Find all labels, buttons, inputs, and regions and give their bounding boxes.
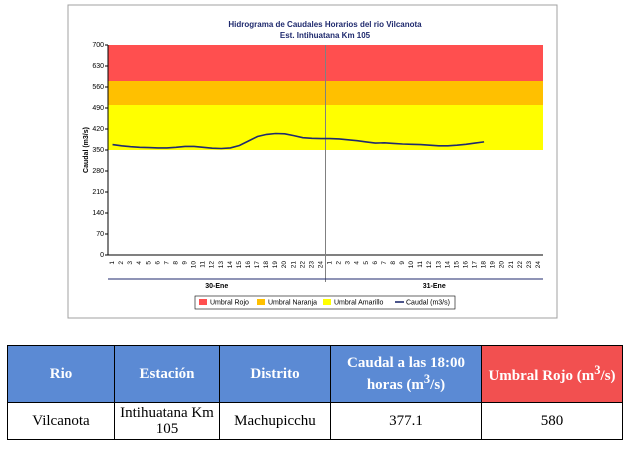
y-axis-label: Caudal (m3/s): [83, 127, 90, 173]
y-tick-label: 0: [100, 252, 104, 259]
legend-label: Caudal (m3/s): [406, 299, 450, 306]
x-tick-label: 17: [472, 261, 479, 269]
header-cell: Estación: [114, 345, 220, 403]
x-tick-label: 24: [317, 261, 324, 269]
x-tick-label: 7: [381, 261, 388, 265]
x-tick-label: 5: [363, 261, 370, 265]
chart-title: Hidrograma de Caudales Horarios del rio …: [228, 20, 422, 29]
header-text: /s): [600, 368, 616, 384]
header-sup: 3: [594, 363, 601, 377]
x-tick-label: 23: [526, 261, 533, 269]
header-cell: Caudal a las 18:00 horas (m3/s): [330, 345, 482, 403]
x-tick-label: 2: [118, 261, 125, 265]
x-tick-label: 16: [245, 261, 252, 269]
x-tick-label: 8: [390, 261, 397, 265]
x-tick-label: 13: [435, 261, 442, 269]
y-tick-label: 700: [92, 42, 104, 49]
chart: Hidrograma de Caudales Horarios del rio …: [67, 4, 558, 319]
group-label: 31-Ene: [423, 283, 446, 290]
x-tick-label: 9: [182, 261, 189, 265]
header-text: Umbral Rojo (m: [488, 368, 595, 384]
y-tick-label: 420: [92, 126, 104, 133]
x-tick-label: 3: [345, 261, 352, 265]
header-text: /s): [430, 376, 446, 393]
x-tick-label: 19: [272, 261, 279, 269]
x-tick-label: 11: [200, 261, 207, 268]
x-tick-label: 2: [336, 261, 343, 265]
group-label: 30-Ene: [205, 283, 228, 290]
x-tick-label: 3: [127, 261, 134, 265]
y-tick-label: 630: [92, 63, 104, 70]
x-tick-label: 13: [218, 261, 225, 269]
x-tick-label: 22: [299, 261, 306, 269]
x-tick-label: 19: [490, 261, 497, 269]
data-line: [112, 132, 485, 150]
x-tick-label: 16: [462, 261, 469, 269]
y-tick-label: 280: [92, 168, 104, 175]
x-tick-label: 18: [481, 261, 488, 269]
x-tick-label: 14: [444, 261, 451, 269]
y-tick-label: 490: [92, 105, 104, 112]
x-tick-label: 4: [354, 261, 361, 265]
x-tick-label: 7: [163, 261, 170, 265]
x-tick-label: 10: [408, 261, 415, 269]
legend-swatch: [199, 299, 207, 305]
x-tick-label: 4: [136, 261, 143, 265]
cell: Machupicchu: [219, 402, 331, 440]
header-sup: 3: [423, 371, 431, 386]
cell: Intihuatana Km 105: [114, 402, 220, 440]
x-tick-label: 6: [154, 261, 161, 265]
header-cell: Umbral Rojo (m3/s): [481, 345, 623, 403]
x-tick-label: 17: [254, 261, 261, 269]
data-table: Rio Estación Distrito Caudal a las 18:00…: [7, 345, 623, 440]
cell: 377.1: [330, 402, 482, 440]
header-cell: Rio: [7, 345, 115, 403]
y-tick-label: 70: [96, 231, 104, 238]
x-tick-label: 15: [453, 261, 460, 269]
legend-label: Umbral Amarillo: [334, 299, 384, 306]
header-text: Caudal a las 18:00 horas (m: [347, 354, 465, 393]
x-tick-label: 24: [535, 261, 542, 269]
x-tick-label: 21: [290, 261, 297, 269]
x-tick-label: 6: [372, 261, 379, 265]
x-tick-label: 14: [227, 261, 234, 269]
x-tick-label: 9: [399, 261, 406, 265]
x-tick-label: 12: [209, 261, 216, 269]
header-cell: Distrito: [219, 345, 331, 403]
legend-label: Umbral Rojo: [210, 299, 249, 306]
y-tick-label: 140: [92, 210, 104, 217]
x-tick-label: 15: [236, 261, 243, 269]
x-tick-label: 20: [499, 261, 506, 269]
cell: Vilcanota: [7, 402, 115, 440]
x-tick-label: 1: [327, 261, 334, 265]
x-tick-label: 10: [191, 261, 198, 269]
cell: 580: [481, 402, 623, 440]
chart-subtitle: Est. Intihuatana Km 105: [280, 31, 371, 40]
x-tick-label: 18: [263, 261, 270, 269]
x-tick-label: 21: [508, 261, 515, 269]
y-tick-label: 350: [92, 147, 104, 154]
legend-swatch: [257, 299, 265, 305]
x-tick-label: 23: [308, 261, 315, 269]
x-tick-label: 8: [172, 261, 179, 265]
y-tick-label: 210: [92, 189, 104, 196]
x-tick-label: 1: [109, 261, 116, 265]
x-tick-label: 5: [145, 261, 152, 265]
x-tick-label: 11: [417, 261, 424, 268]
x-tick-label: 20: [281, 261, 288, 269]
x-tick-label: 12: [426, 261, 433, 269]
y-tick-label: 560: [92, 84, 104, 91]
legend-label: Umbral Naranja: [268, 299, 317, 306]
x-tick-label: 22: [517, 261, 524, 269]
legend-swatch: [323, 299, 331, 305]
